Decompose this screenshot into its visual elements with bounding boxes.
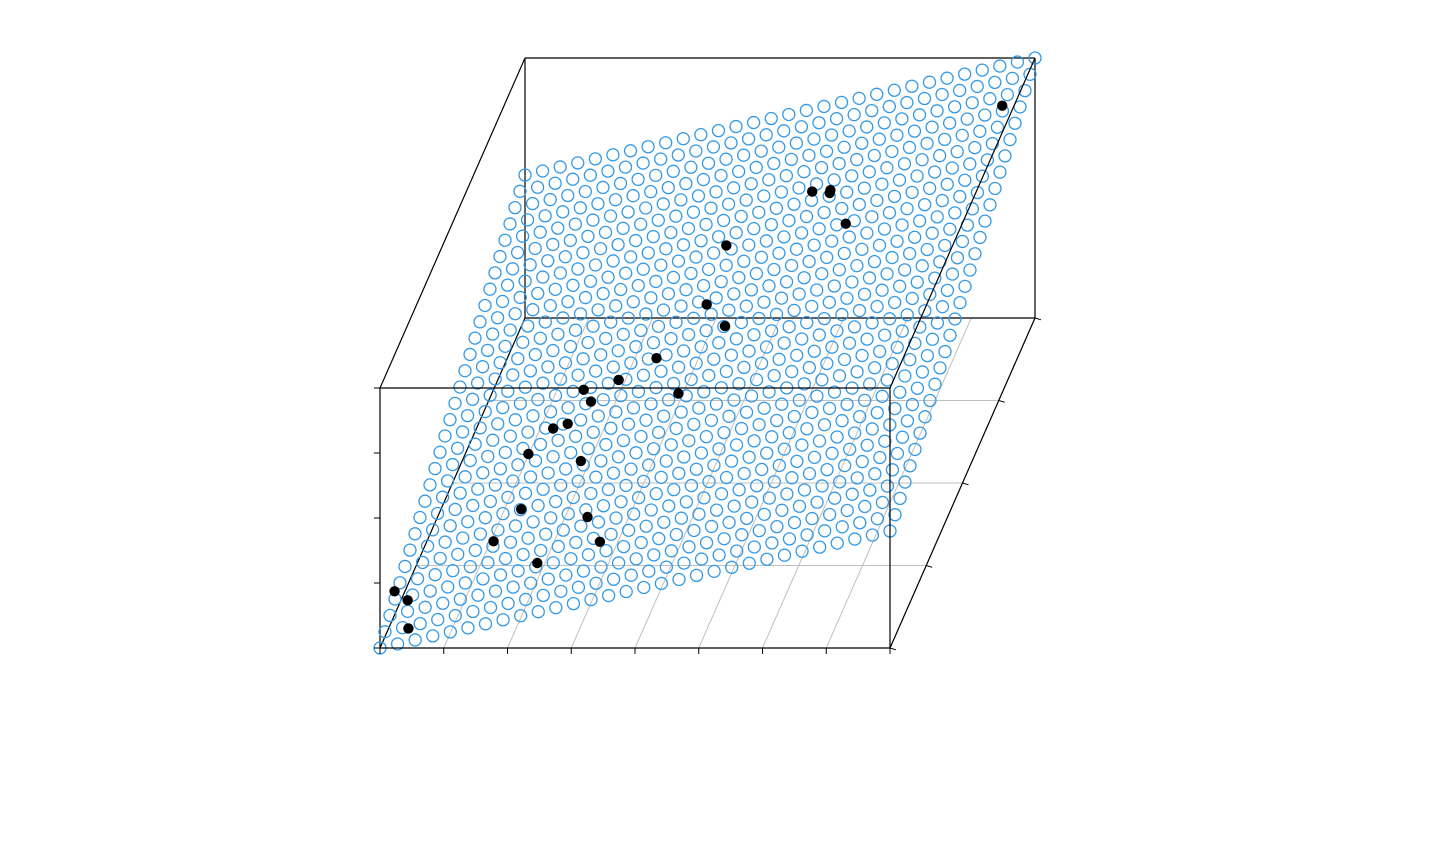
plot3d-container (0, 0, 1440, 861)
plot3d-svg (0, 0, 1440, 861)
regression-surface (374, 52, 1041, 654)
axis-ticks (374, 318, 1041, 654)
